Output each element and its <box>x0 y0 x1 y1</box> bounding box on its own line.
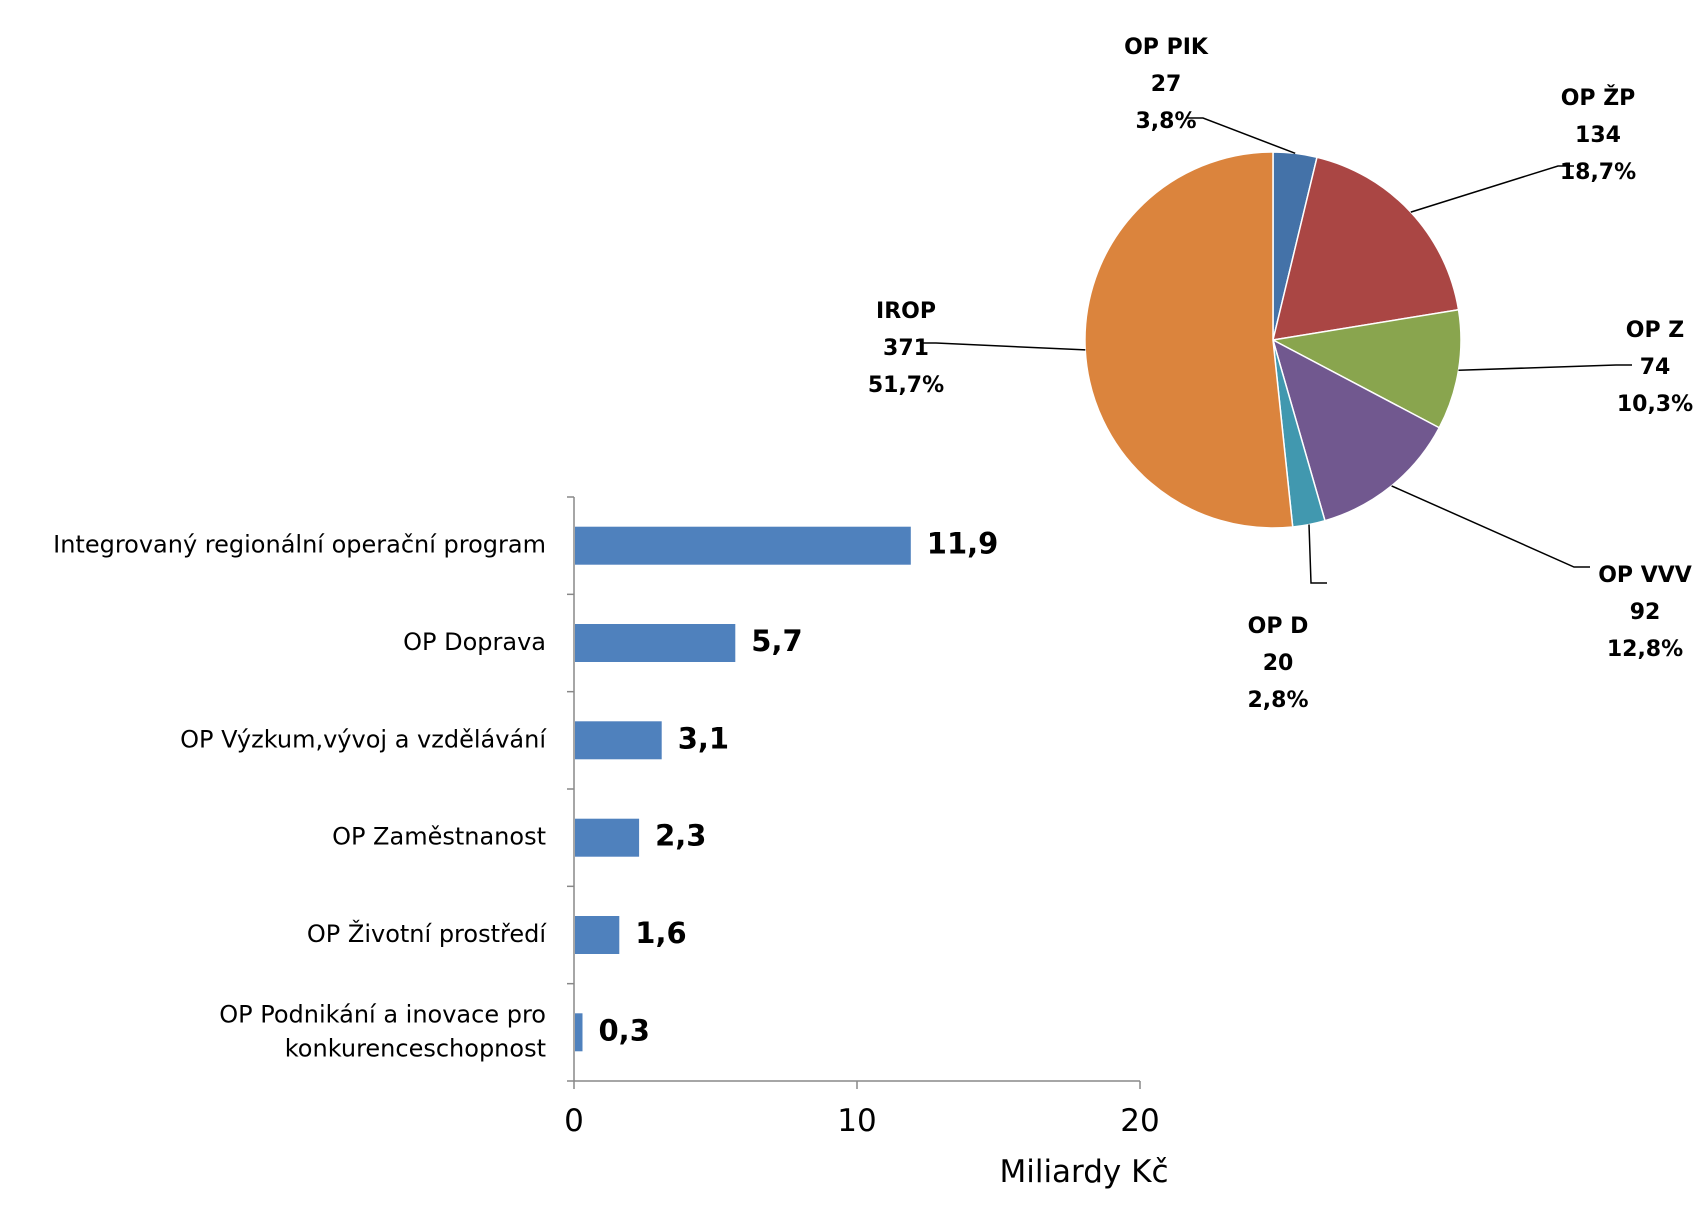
pie-label-percent-op-d: 2,8% <box>1247 688 1308 713</box>
category-label: OP Životní prostředí <box>307 919 547 948</box>
pie-label-percent-op-vvv: 12,8% <box>1607 637 1683 662</box>
pie-slice-op-zp <box>1272 156 1460 341</box>
x-tick-label: 0 <box>564 1103 584 1139</box>
category-label: Integrovaný regionální operační program <box>53 531 546 559</box>
x-tick-label: 20 <box>1120 1103 1159 1139</box>
x-axis-title: Miliardy Kč <box>999 1154 1168 1190</box>
leader-line-op-zp <box>1410 165 1574 213</box>
bar-op-zivotni-prostredi <box>575 916 620 954</box>
data-label: 11,9 <box>927 527 999 561</box>
pie-label-percent-irop: 51,7% <box>868 373 944 398</box>
data-label: 2,3 <box>655 819 706 853</box>
data-label: 1,6 <box>635 916 686 950</box>
bar-chart: Integrovaný regionální operační program 1… <box>53 496 1169 1190</box>
pie-label-value-op-pik: 27 <box>1151 72 1182 97</box>
category-label: konkurenceschopnost <box>285 1034 546 1062</box>
data-label: 5,7 <box>751 624 802 658</box>
category-label: OP Doprava <box>403 628 546 656</box>
bar-op-vyzkum-vyvoj-a-vzdelavani <box>575 721 662 760</box>
pie-label-percent-op-pik: 3,8% <box>1135 109 1196 134</box>
pie-label-percent-op-z: 10,3% <box>1617 392 1693 417</box>
pie-label-value-op-d: 20 <box>1263 651 1294 676</box>
pie-label-name-op-d: OP D <box>1248 614 1309 639</box>
pie-chart: OP PIK 27 3,8% OP ŽP 134 18,7% OP Z 74 10,3% OP V… <box>868 35 1693 713</box>
pie-label-value-irop: 371 <box>883 336 929 361</box>
pie-label-name-op-pik: OP PIK <box>1124 35 1209 60</box>
pie-label-value-op-z: 74 <box>1640 355 1671 380</box>
leader-line-op-d <box>1308 524 1327 584</box>
pie-slice-op-z <box>1270 308 1462 429</box>
category-label: OP Podnikání a inovace pro <box>219 1000 546 1028</box>
bar-integrovany-regionalni-operacni-program <box>575 526 911 565</box>
bar-op-doprava <box>575 624 736 662</box>
leader-line-op-vvv <box>1391 485 1590 568</box>
leader-line-op-z <box>1458 364 1632 372</box>
pie-label-name-irop: IROP <box>876 299 936 324</box>
pie-label-name-op-vvv: OP VVV <box>1598 563 1692 588</box>
pie-label-name-op-z: OP Z <box>1626 318 1684 343</box>
data-label: 3,1 <box>678 721 729 755</box>
leader-line-irop <box>920 342 1086 351</box>
pie-label-value-op-zp: 134 <box>1575 123 1621 148</box>
category-label: OP Výzkum,vývoj a vzdělávání <box>180 725 547 753</box>
pie-slice-irop <box>1084 151 1294 529</box>
pie-label-percent-op-zp: 18,7% <box>1560 160 1636 185</box>
leader-line-op-pik <box>1187 117 1296 155</box>
data-label: 0,3 <box>599 1013 650 1047</box>
pie-label-value-op-vvv: 92 <box>1630 600 1661 625</box>
category-label: OP Zaměstnanost <box>332 823 546 851</box>
bar-op-zamestnanost <box>575 818 640 857</box>
pie-slice-op-vvv <box>1271 338 1441 522</box>
pie-label-name-op-zp: OP ŽP <box>1561 85 1636 111</box>
bar-op-podnikani-a-inovace-pro-konkurenceschopnost <box>575 1013 583 1052</box>
x-tick-label: 10 <box>837 1103 876 1139</box>
